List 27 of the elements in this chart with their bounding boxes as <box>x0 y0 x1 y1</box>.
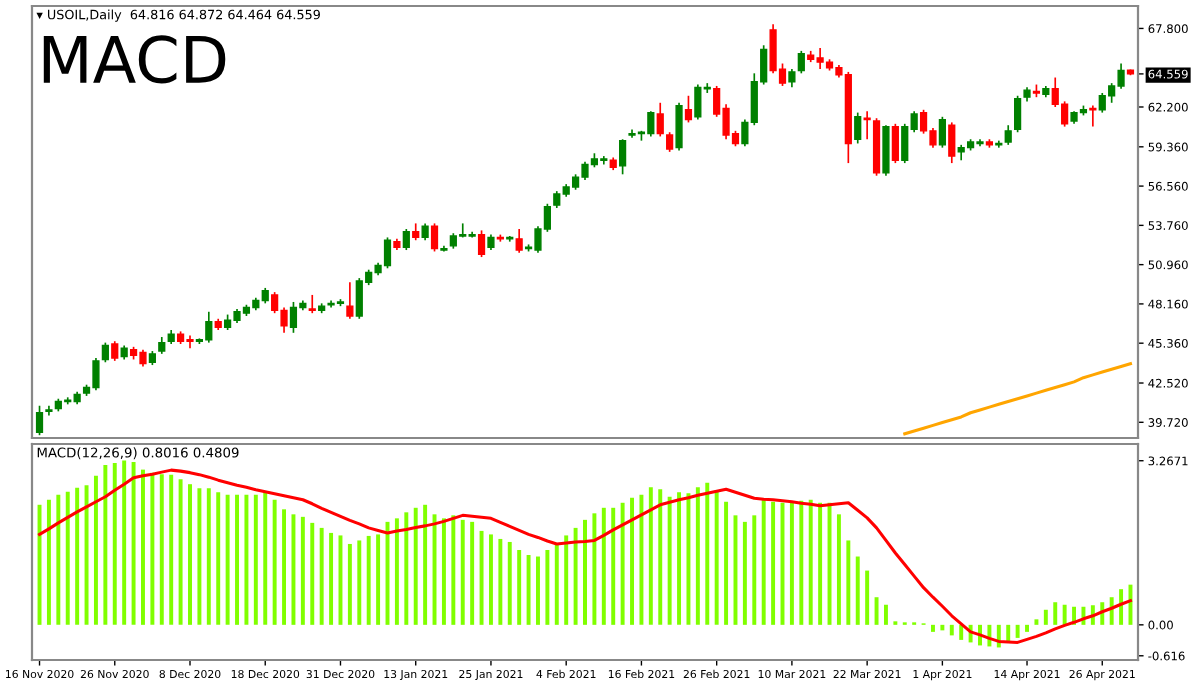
candlestick <box>477 229 486 258</box>
candlestick <box>101 341 109 364</box>
candlestick <box>666 131 674 153</box>
candlestick <box>882 124 890 177</box>
candlestick <box>797 50 805 75</box>
line-series <box>37 468 1133 644</box>
candlestick <box>938 115 946 149</box>
candlestick <box>308 294 316 315</box>
candlestick <box>948 121 956 164</box>
candlestick <box>289 301 298 334</box>
candlestick <box>35 404 44 437</box>
candlestick <box>430 222 439 253</box>
candlestick <box>111 340 119 362</box>
candlestick <box>675 101 683 152</box>
candlestick <box>346 281 354 320</box>
line-series <box>903 362 1133 436</box>
candlestick <box>402 228 410 251</box>
candlestick <box>684 94 693 124</box>
candlestick <box>788 68 796 89</box>
candlestick <box>619 138 627 176</box>
candlestick <box>854 111 862 145</box>
candlestick <box>1004 124 1012 146</box>
chart-title: MACD <box>43 35 226 84</box>
candlestick <box>1014 94 1022 134</box>
candlestick <box>891 122 899 164</box>
candlestick <box>656 101 664 138</box>
candlestick <box>515 228 523 254</box>
